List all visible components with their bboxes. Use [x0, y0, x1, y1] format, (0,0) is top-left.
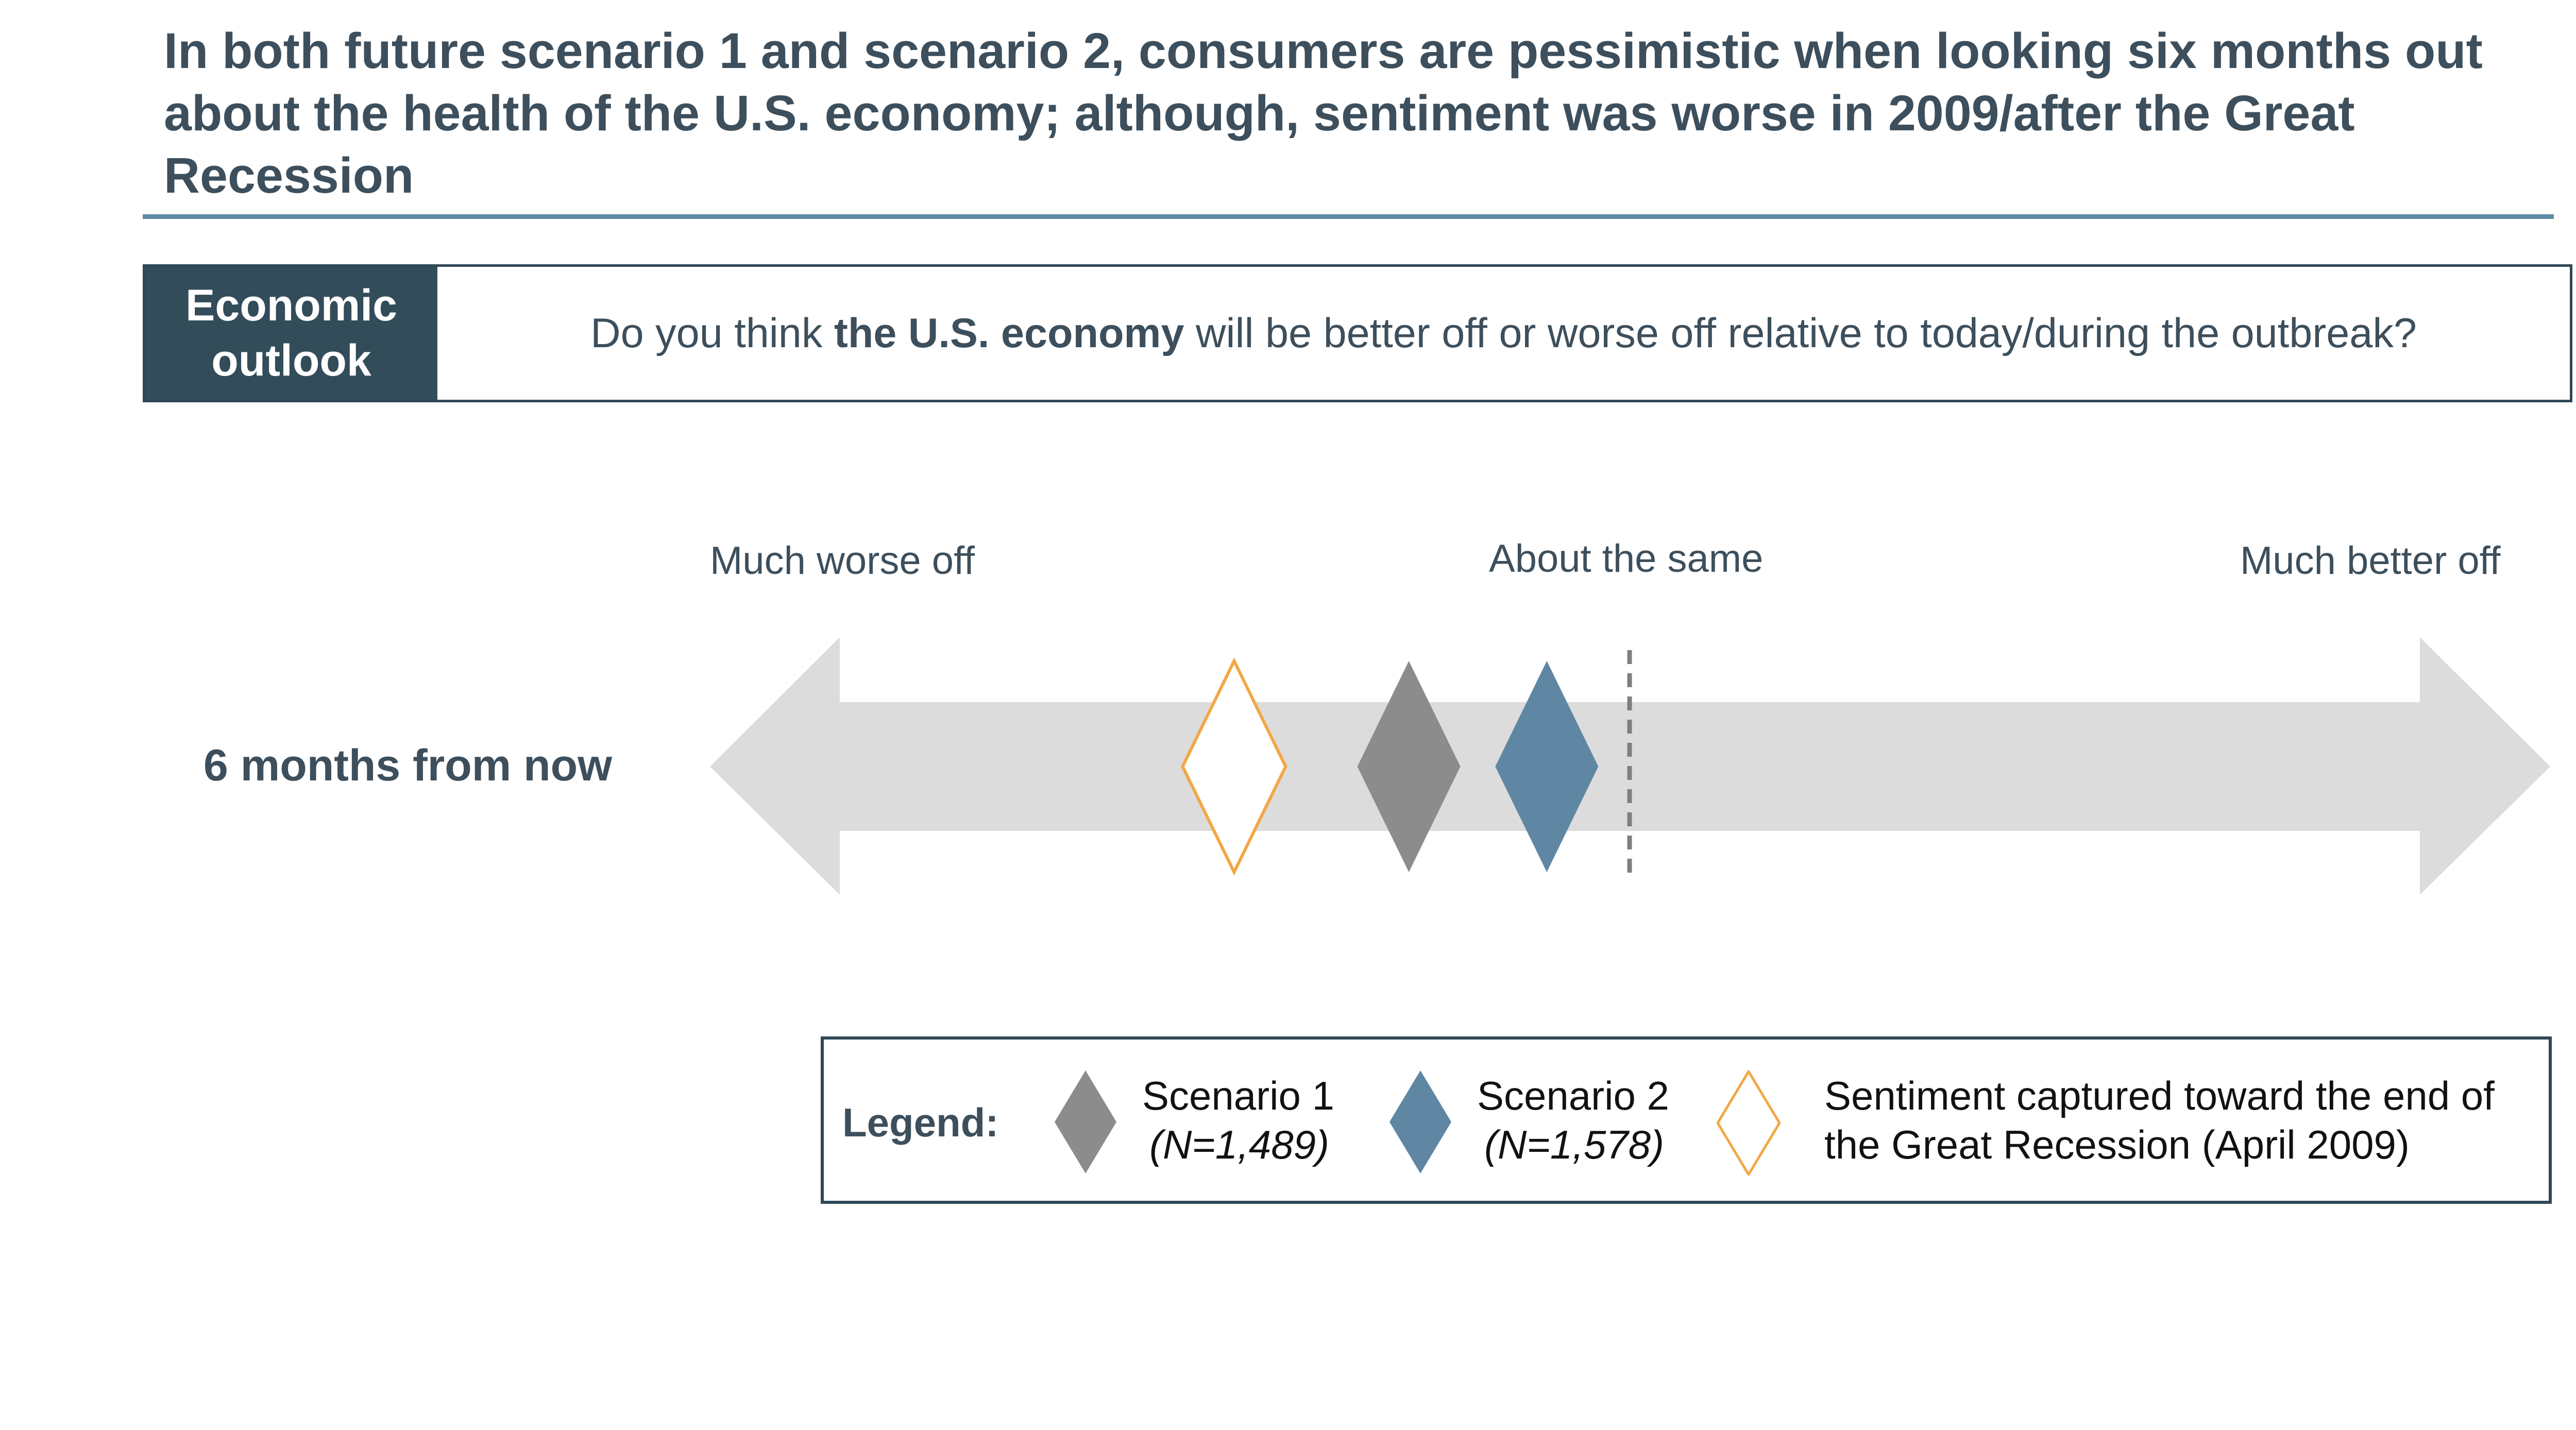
question-bold: the U.S. economy: [834, 310, 1184, 356]
scale-mid-label: About the same: [1489, 537, 1764, 581]
legend-scenario1-n: (N=1,489): [1149, 1122, 1330, 1167]
legend-scenario2-label: Scenario 2 (N=1,578): [1477, 1071, 1669, 1169]
legend-recession-diamond-icon: [1717, 1070, 1781, 1176]
marker-diamond-1: [1181, 657, 1287, 876]
legend-scenario1-name: Scenario 1: [1142, 1073, 1334, 1118]
title-divider: [143, 214, 2554, 219]
legend-scenario1-label: Scenario 1 (N=1,489): [1142, 1071, 1334, 1169]
legend-scenario1-diamond-icon: [1055, 1070, 1116, 1173]
row-label: 6 months from now: [204, 741, 613, 790]
question-tag: Economic outlook: [145, 267, 437, 400]
scale-left-label: Much worse off: [710, 539, 975, 583]
page-title: In both future scenario 1 and scenario 2…: [164, 23, 2483, 203]
legend-title: Legend:: [842, 1100, 999, 1145]
question-box: Economic outlook Do you think the U.S. e…: [143, 264, 2572, 402]
marker-diamond-3: [1495, 661, 1599, 872]
legend-scenario2-n: (N=1,578): [1484, 1122, 1665, 1167]
marker-layer: [1181, 657, 1599, 876]
legend-scenario2-name: Scenario 2: [1477, 1073, 1669, 1118]
question-suffix: will be better off or worse off relative…: [1184, 310, 2417, 356]
legend-recession-line1: Sentiment captured toward the end of: [1824, 1073, 2495, 1118]
marker-diamond-2: [1357, 661, 1461, 872]
question-prefix: Do you think: [590, 310, 834, 356]
legend-scenario2-diamond-icon: [1389, 1070, 1451, 1173]
legend: Legend: Scenario 1 (N=1,489) Scenario 2 …: [821, 1036, 2552, 1204]
legend-recession-line2: the Great Recession (April 2009): [1824, 1122, 2410, 1167]
legend-recession-label: Sentiment captured toward the end of the…: [1824, 1071, 2495, 1169]
scale-right-label: Much better off: [2240, 539, 2501, 583]
question-text: Do you think the U.S. economy will be be…: [437, 267, 2570, 400]
